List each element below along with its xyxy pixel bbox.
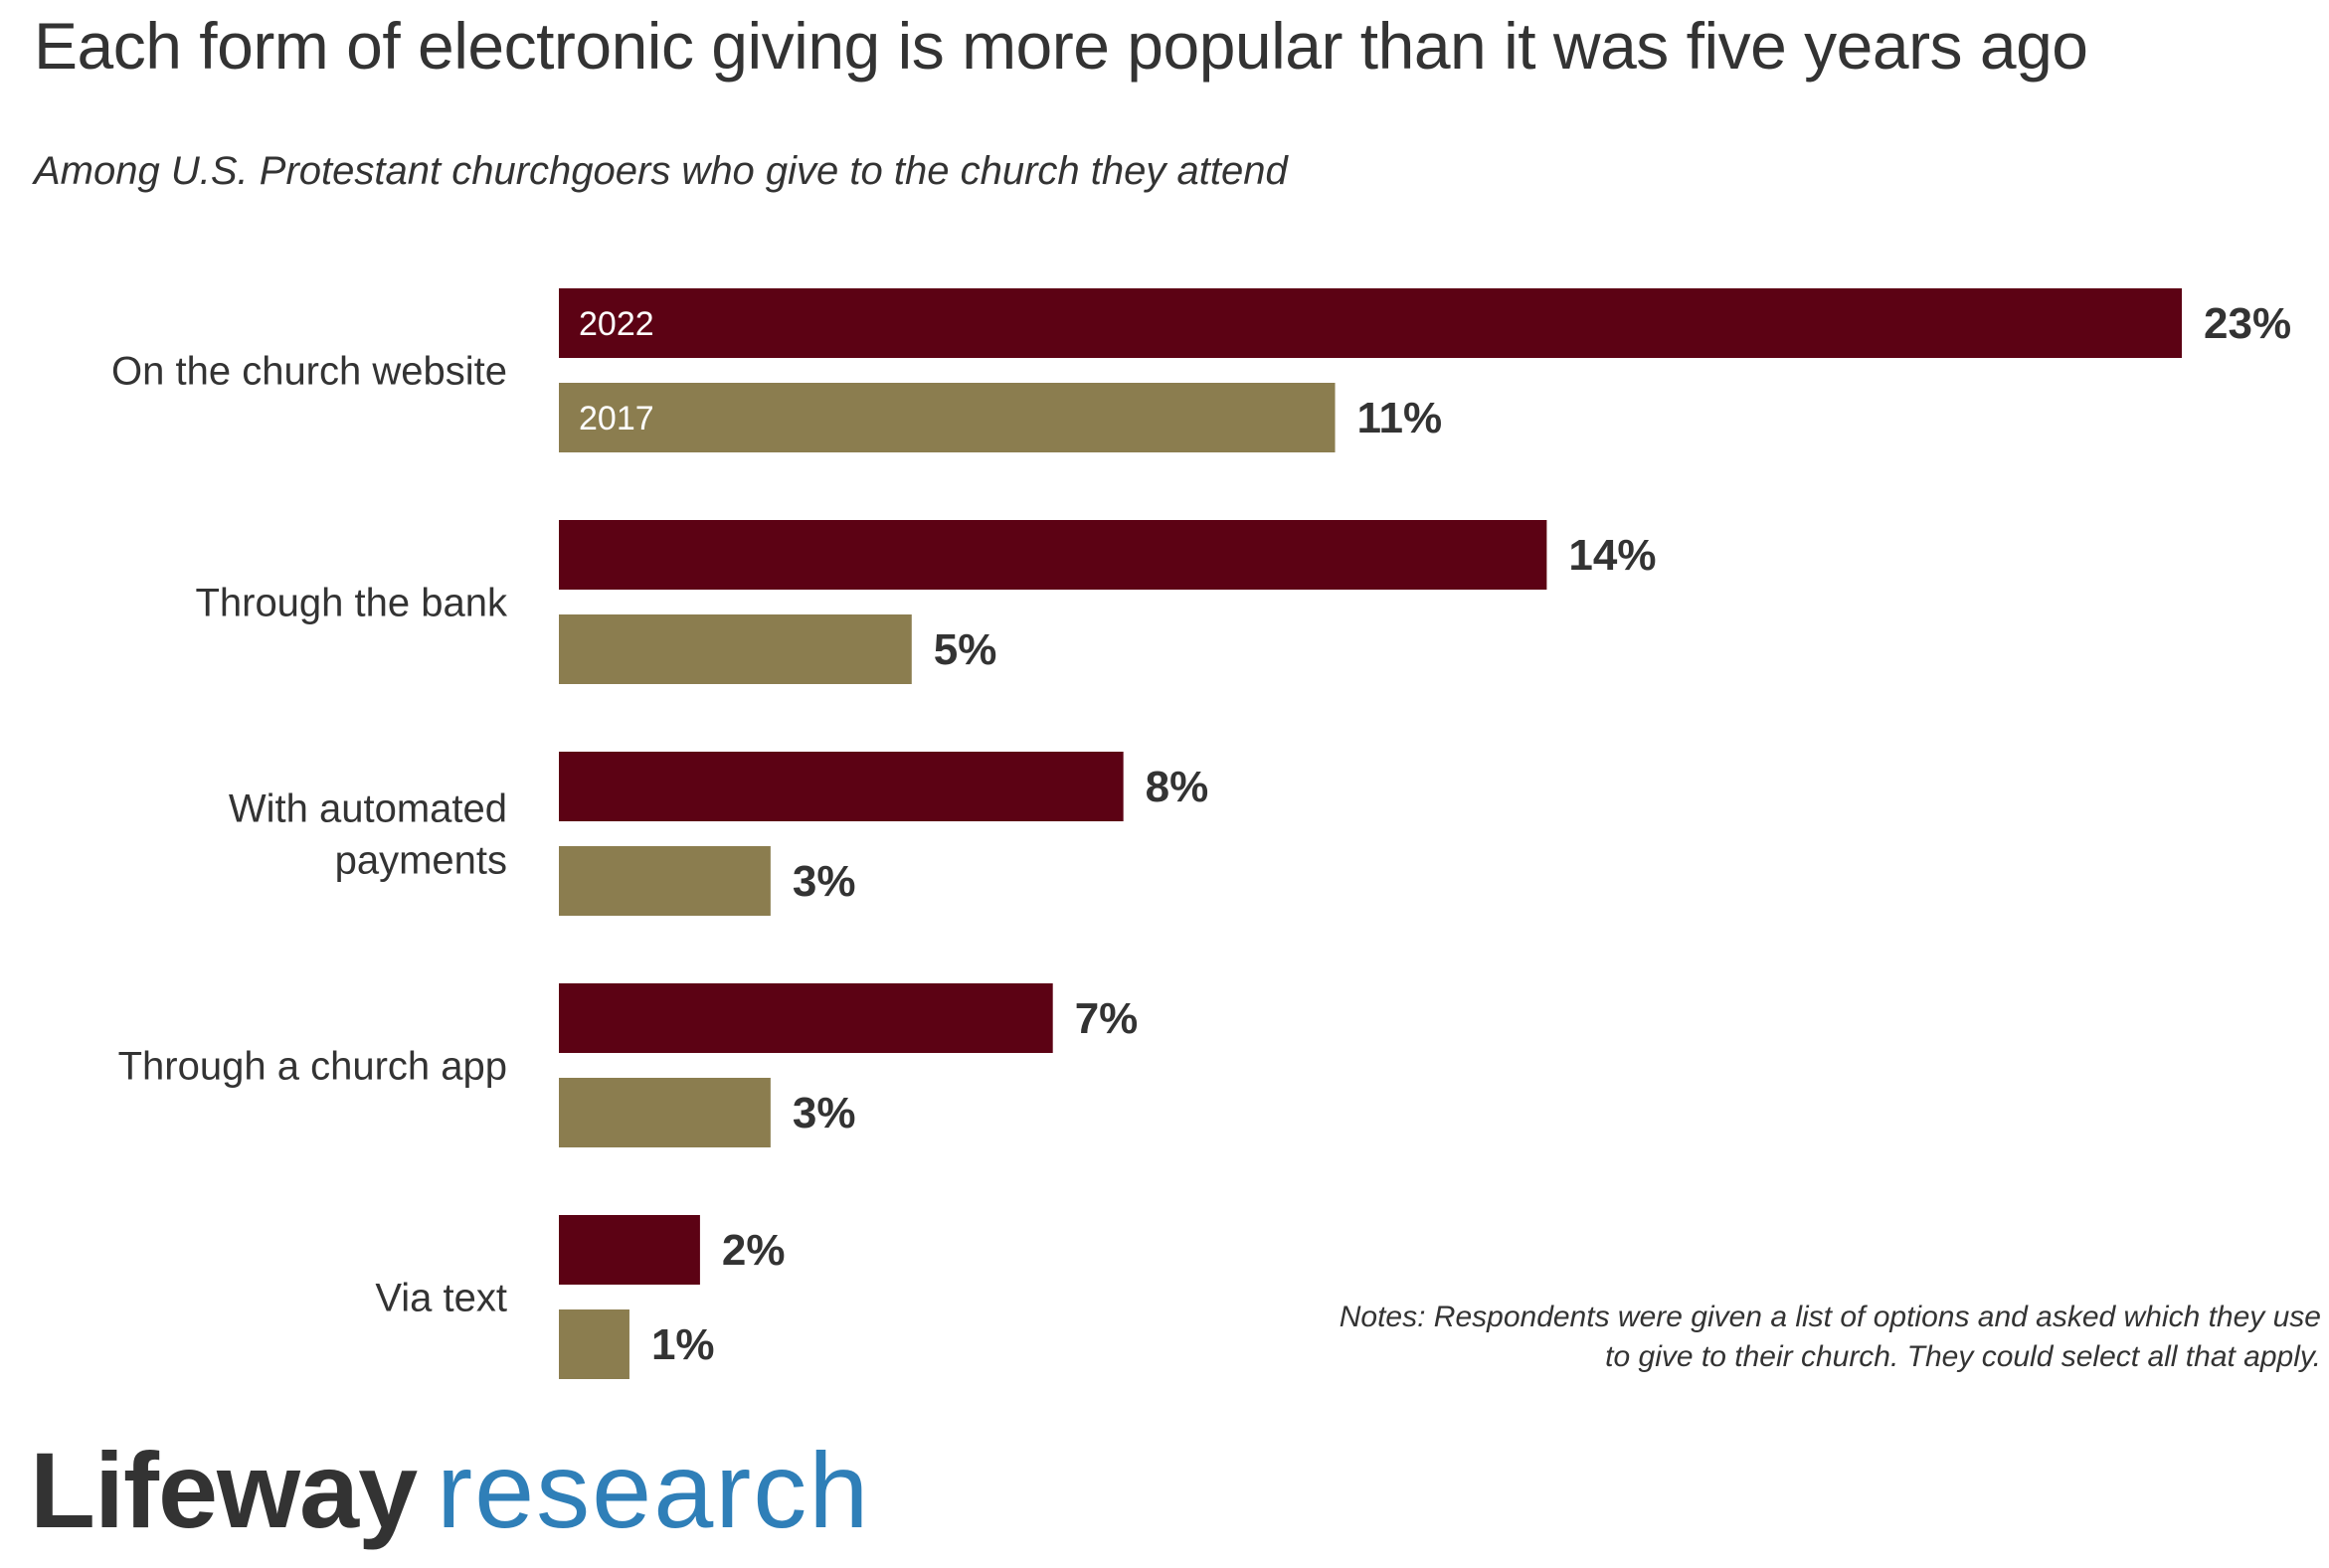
value-label: 5% (934, 625, 997, 674)
value-label: 8% (1146, 763, 1209, 811)
category-label: Through a church app (118, 1045, 507, 1089)
lifeway-research-logo: Lifeway research (30, 1437, 870, 1544)
logo-brand-text: Lifeway (30, 1430, 418, 1550)
bar-2017 (559, 846, 771, 916)
bar-2022 (559, 983, 1053, 1053)
bar-2017 (559, 1078, 771, 1147)
value-label: 3% (793, 857, 856, 906)
bar-2022 (559, 288, 2182, 358)
bar-2017 (559, 383, 1336, 452)
bar-chart: On the church website 23% 2022 11% 2017 Throu… (111, 288, 2291, 1379)
value-label: 3% (793, 1089, 856, 1137)
legend-label-2017: 2017 (579, 400, 654, 437)
value-label: 7% (1075, 994, 1139, 1043)
category-label: Through the bank (195, 582, 508, 625)
value-label: 2% (722, 1226, 786, 1275)
logo-research-text: research (437, 1430, 871, 1550)
bar-2022 (559, 752, 1124, 821)
value-label: 14% (1568, 531, 1656, 580)
category-label: Via text (375, 1277, 507, 1320)
legend-label-2022: 2022 (579, 305, 654, 343)
value-label: 1% (651, 1320, 715, 1369)
bar-2017 (559, 1309, 629, 1379)
chart-title: Each form of electronic giving is more p… (34, 9, 2088, 83)
bar-2017 (559, 614, 912, 684)
chart-subtitle: Among U.S. Protestant churchgoers who gi… (34, 149, 1288, 193)
category-label: On the church website (111, 350, 507, 394)
chart-notes: Notes: Respondents were given a list of … (1339, 1301, 2321, 1373)
value-label: 23% (2204, 299, 2291, 348)
value-label: 11% (1357, 394, 1443, 442)
category-label: With automated payments (229, 787, 507, 883)
bar-2022 (559, 1215, 700, 1285)
bar-2022 (559, 520, 1547, 590)
